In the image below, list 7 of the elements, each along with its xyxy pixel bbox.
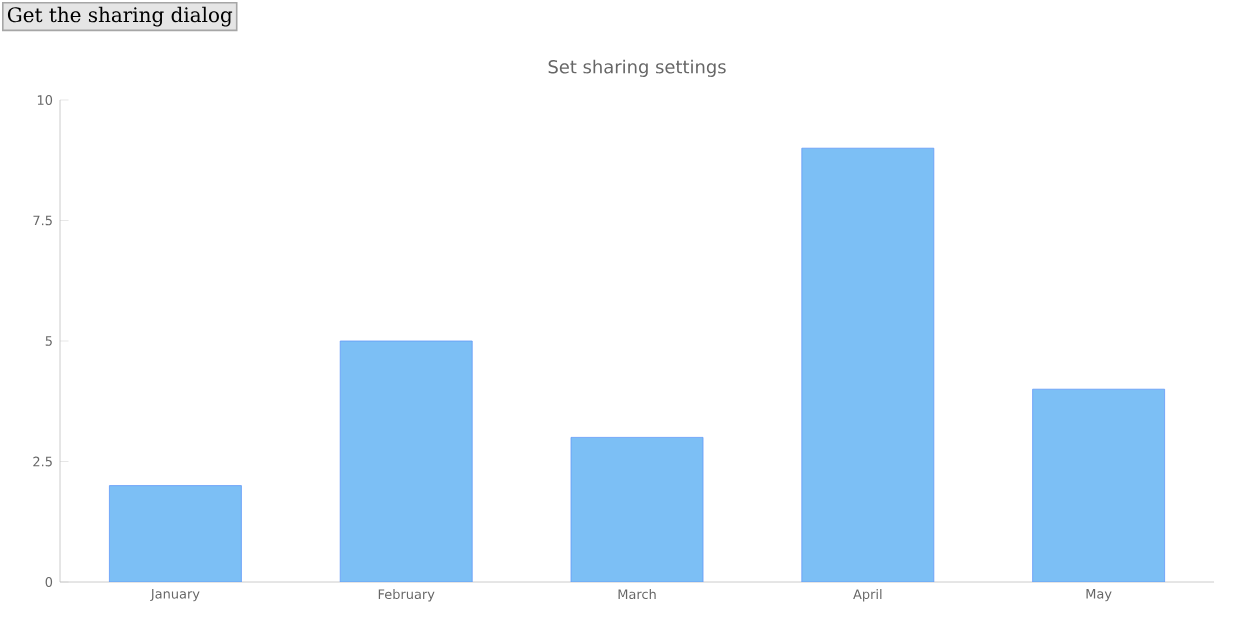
text: Get the sharing dialog	[7, 6, 233, 27]
bar	[1032, 388, 1166, 582]
bar	[339, 340, 473, 582]
chart-title: Set sharing settings	[548, 59, 726, 77]
bar	[109, 485, 242, 582]
bar	[801, 147, 935, 582]
bar	[570, 437, 704, 582]
